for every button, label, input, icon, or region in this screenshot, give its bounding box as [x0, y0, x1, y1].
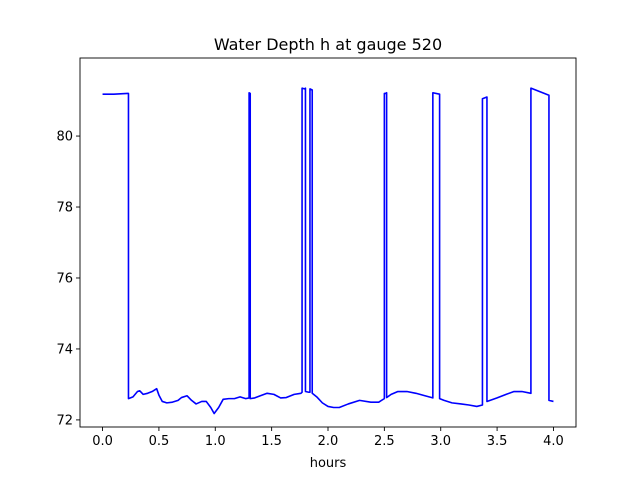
axes: 0.0 0.5 1.0 1.5 2.0 2.5 3.0 3.5 4.0 72 74 76 78 80	[56, 57, 577, 449]
plot-area	[102, 87, 554, 415]
chart-title: Water Depth h at gauge 520	[214, 35, 442, 54]
x-tick-label: 1.0	[205, 434, 226, 449]
x-tick-label: 3.0	[430, 434, 451, 449]
x-tick-label: 0.5	[149, 434, 170, 449]
y-tick-label: 80	[56, 130, 73, 145]
y-tick-label: 74	[56, 342, 73, 357]
x-axis-label: hours	[310, 456, 347, 471]
y-tick-label: 76	[56, 271, 73, 286]
series-line-0	[102, 87, 554, 415]
y-tick-label: 72	[56, 413, 73, 428]
x-tick-label: 3.5	[487, 434, 508, 449]
x-tick-label: 2.0	[318, 434, 339, 449]
x-tick-label: 0.0	[92, 434, 113, 449]
x-tick-label: 1.5	[261, 434, 282, 449]
x-tick-label: 4.0	[543, 434, 564, 449]
x-tick-label: 2.5	[374, 434, 395, 449]
y-tick-label: 78	[56, 201, 73, 216]
